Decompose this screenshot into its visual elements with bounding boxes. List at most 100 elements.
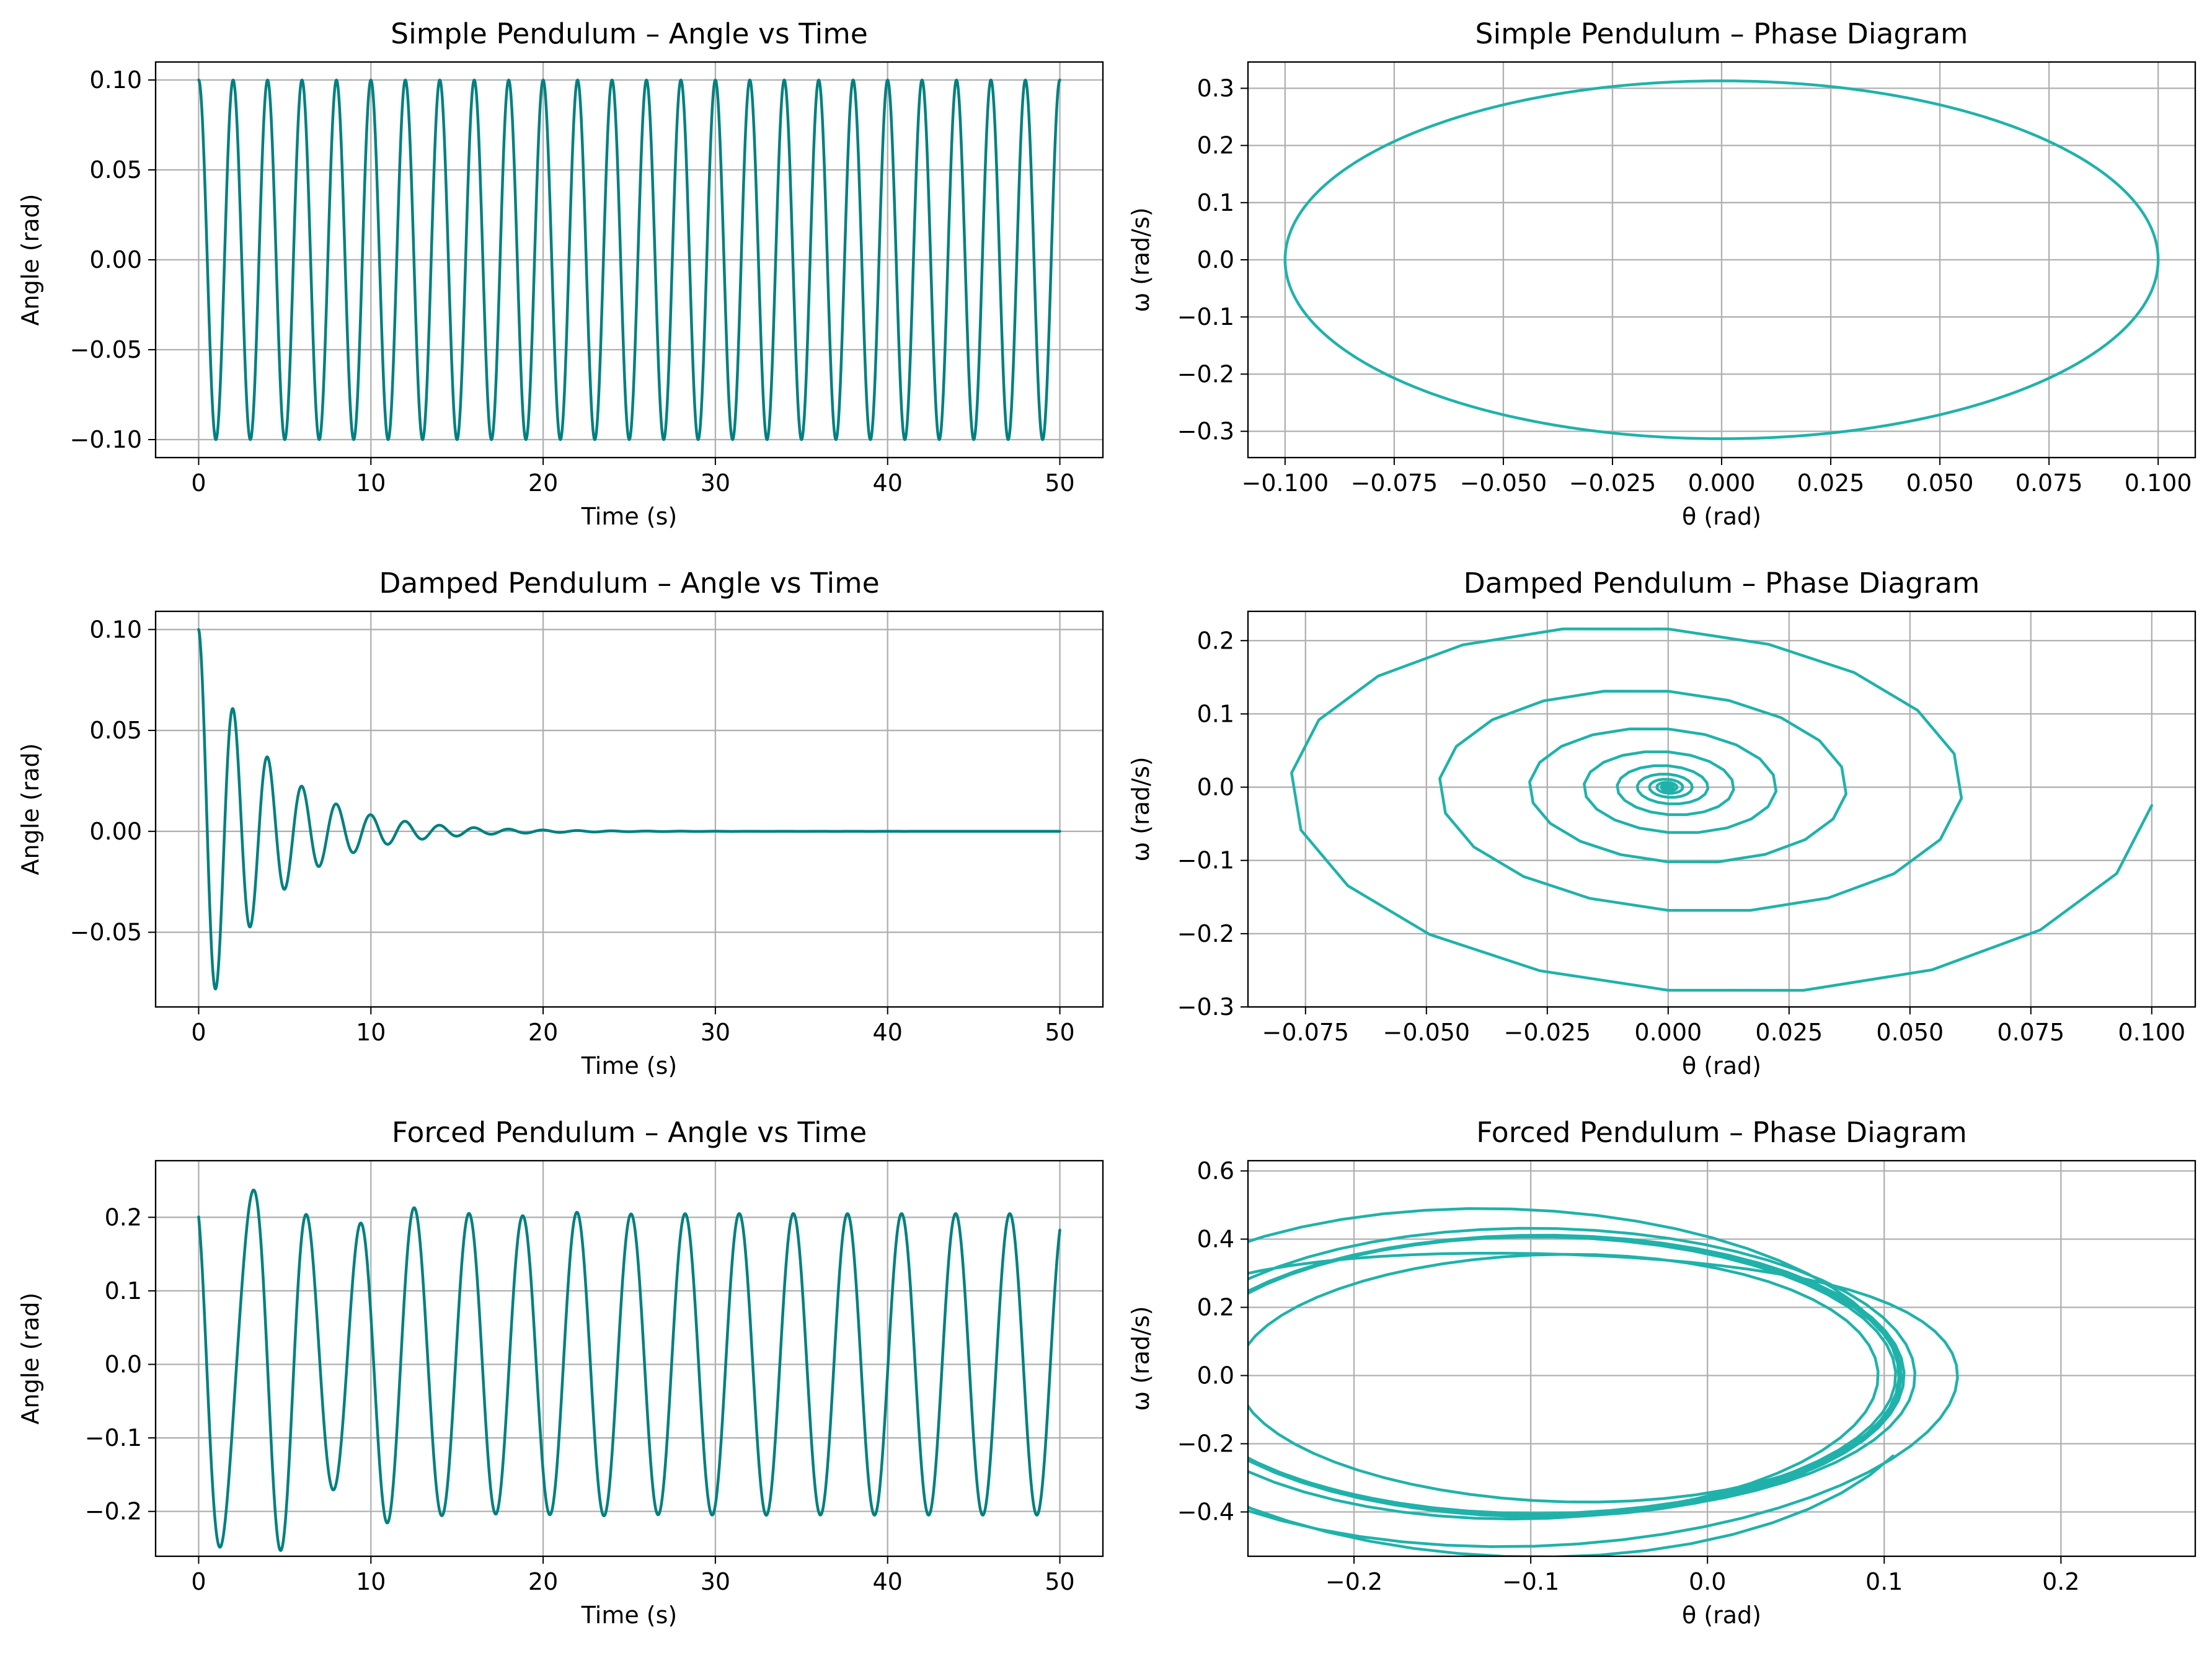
y-tick-label: −0.2 <box>85 1498 142 1525</box>
x-tick-label: −0.2 <box>1325 1568 1382 1595</box>
chart-title: Simple Pendulum – Angle vs Time <box>391 17 868 50</box>
x-tick-label: 0.025 <box>1797 469 1865 497</box>
x-tick-label: −0.100 <box>1242 469 1329 497</box>
x-tick-label: 20 <box>528 1568 558 1595</box>
damped-time-panel: 0 10 20 30 40 50 −0.05 0.00 0.05 0.10 Damped Pendu… <box>17 567 1104 1079</box>
damped-phase-series-line <box>1290 627 2154 992</box>
y-tick-label: 0.1 <box>1197 189 1234 216</box>
x-tick-label: 0.000 <box>1634 1019 1702 1046</box>
x-tick-label: 0.000 <box>1688 469 1756 497</box>
x-tick-label: −0.050 <box>1382 1019 1470 1046</box>
y-tick-label: −0.2 <box>1177 920 1234 947</box>
simple-phase-panel: −0.100 −0.075 −0.050 −0.025 0.000 0.025 0.050 0… <box>1127 17 2197 530</box>
x-tick-label: 30 <box>701 469 730 497</box>
x-tick-label: 10 <box>356 469 386 497</box>
forced-time-panel: 0 10 20 30 40 50 −0.2 −0.1 0.0 0.1 0.2 Forced Pendu… <box>17 1116 1104 1629</box>
chart-title: Damped Pendulum – Phase Diagram <box>1464 567 1980 600</box>
y-tick-label: −0.05 <box>70 919 142 946</box>
damped-time-series-line <box>197 628 1061 991</box>
x-tick-label: 10 <box>356 1019 386 1046</box>
simple-phase-series-line <box>1283 79 2160 440</box>
y-axis-label: ω (rad/s) <box>1127 756 1154 861</box>
x-tick-label: 0.100 <box>2125 469 2192 497</box>
x-tick-label: 0 <box>191 1568 206 1595</box>
x-tick-label: −0.075 <box>1351 469 1438 497</box>
x-axis-label: Time (s) <box>581 503 678 530</box>
y-tick-label: −0.1 <box>85 1424 142 1451</box>
x-tick-label: 0.050 <box>1876 1019 1944 1046</box>
y-axis-label: Angle (rad) <box>17 743 44 875</box>
y-tick-label: 0.2 <box>1197 132 1234 159</box>
x-tick-label: 0.050 <box>1906 469 1974 497</box>
x-tick-label: −0.050 <box>1460 469 1547 497</box>
y-tick-label: −0.1 <box>1177 303 1234 330</box>
x-tick-label: 0 <box>191 469 206 497</box>
forced-phase-axes-frame <box>1247 1159 2197 1558</box>
subplot-grid: 0 10 20 30 40 50−0.10−0.050.000.050.10Simple … <box>17 17 2197 1629</box>
forced-phase-panel: −0.2 −0.1 0.0 0.1 0.2 −0.4 −0.2 0.0 0.2 0.4 0.6 For… <box>1127 1116 2197 1629</box>
x-tick-label: 50 <box>1045 469 1074 497</box>
x-tick-label: −0.1 <box>1502 1568 1559 1595</box>
x-tick-label: −0.075 <box>1262 1019 1349 1046</box>
x-tick-label: 10 <box>356 1568 386 1595</box>
y-tick-label: 0.2 <box>1197 627 1234 654</box>
x-tick-label: −0.025 <box>1569 469 1657 497</box>
x-tick-label: 0.025 <box>1755 1019 1823 1046</box>
chart-title: Forced Pendulum – Phase Diagram <box>1476 1116 1967 1149</box>
x-tick-label: 0.1 <box>1865 1568 1903 1595</box>
x-tick-label: 30 <box>701 1568 730 1595</box>
y-axis-label: ω (rad/s) <box>1127 1306 1154 1411</box>
x-tick-label: 50 <box>1045 1019 1074 1046</box>
x-tick-label: −0.025 <box>1503 1019 1591 1046</box>
x-tick-label: 40 <box>873 1019 903 1046</box>
y-tick-label: 0.1 <box>105 1277 142 1305</box>
y-tick-label: 0.00 <box>89 246 142 273</box>
y-axis-label: Angle (rad) <box>17 1293 44 1425</box>
x-tick-label: 0.100 <box>2118 1019 2185 1046</box>
y-tick-label: −0.2 <box>1177 1430 1234 1458</box>
y-tick-label: 0.10 <box>89 616 142 643</box>
y-tick-label: 0.6 <box>1197 1158 1234 1185</box>
y-tick-label: 0.00 <box>89 818 142 845</box>
y-tick-label: 0.0 <box>1197 774 1234 801</box>
simple-time-panel: 0 10 20 30 40 50 −0.10 −0.05 0.00 0.05 0.10 Simple … <box>17 17 1104 530</box>
y-tick-label: −0.10 <box>70 426 142 453</box>
x-tick-label: 30 <box>701 1019 730 1046</box>
y-tick-label: −0.2 <box>1177 360 1234 388</box>
y-tick-label: 0.2 <box>105 1203 142 1231</box>
forced-time-series-line <box>197 1189 1061 1552</box>
y-tick-label: −0.3 <box>1177 993 1234 1021</box>
x-tick-label: 0.075 <box>2015 469 2083 497</box>
x-tick-label: 50 <box>1045 1568 1074 1595</box>
damped-phase-axes-frame <box>1247 610 2197 1008</box>
x-axis-label: θ (rad) <box>1682 503 1761 530</box>
forced-phase-series-line <box>1248 1207 1959 1556</box>
x-tick-label: 40 <box>873 469 903 497</box>
y-tick-label: 0.0 <box>1197 1362 1234 1389</box>
y-tick-label: −0.3 <box>1177 418 1234 445</box>
y-tick-label: −0.4 <box>1177 1499 1234 1526</box>
x-tick-label: 0.075 <box>1997 1019 2064 1046</box>
x-tick-label: 0 <box>191 1019 206 1046</box>
x-axis-label: Time (s) <box>581 1052 678 1079</box>
damped-phase-panel: −0.075 −0.050 −0.025 0.000 0.025 0.050 0.075 0.… <box>1127 567 2197 1079</box>
x-axis-label: θ (rad) <box>1682 1602 1761 1629</box>
y-tick-label: −0.1 <box>1177 847 1234 874</box>
x-tick-label: 40 <box>873 1568 903 1595</box>
x-tick-label: 0.0 <box>1689 1568 1726 1595</box>
y-tick-label: 0.2 <box>1197 1294 1234 1321</box>
x-tick-label: 20 <box>528 469 558 497</box>
chart-title: Damped Pendulum – Angle vs Time <box>379 567 879 600</box>
y-tick-label: 0.0 <box>1197 246 1234 273</box>
y-tick-label: 0.1 <box>1197 700 1234 727</box>
x-tick-label: 0.2 <box>2042 1568 2079 1595</box>
forced-time-axes-frame <box>154 1159 1104 1558</box>
x-axis-label: Time (s) <box>581 1602 678 1629</box>
y-tick-label: −0.05 <box>70 336 142 363</box>
y-tick-label: 0.0 <box>105 1350 142 1378</box>
damped-time-axes-frame <box>154 610 1104 1008</box>
chart-title: Forced Pendulum – Angle vs Time <box>392 1116 867 1149</box>
y-tick-label: 0.3 <box>1197 74 1234 102</box>
